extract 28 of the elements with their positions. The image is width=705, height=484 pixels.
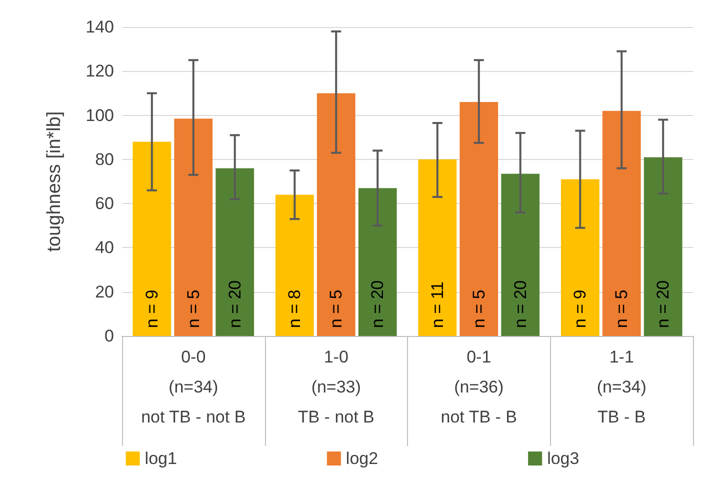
annotation: n = 9 [142, 290, 162, 328]
y-tick-label: 0 [104, 326, 114, 346]
y-axis-title: toughness [in*lb] [44, 111, 65, 252]
x-tick-label: 0-0 (n=34) not TB - not B [141, 348, 246, 426]
annotation: n = 5 [326, 290, 346, 328]
annotation: n = 20 [510, 280, 530, 328]
annotation: n = 5 [612, 290, 632, 328]
annotation: n = 5 [184, 290, 203, 328]
annotation: n = 20 [654, 280, 673, 328]
x-tick-label: 1-1 (n=34) TB - B [596, 348, 646, 426]
legend-label: log3 [547, 449, 580, 468]
y-tick-label: 100 [86, 106, 114, 125]
x-tick-label: 0-1 (n=36) not TB - B [440, 348, 517, 426]
y-tick-label: 140 [86, 18, 114, 36]
annotation: n = 20 [368, 280, 388, 328]
y-tick-label: 60 [95, 194, 114, 214]
y-tick-label: 40 [95, 238, 114, 258]
x-tick-label: 1-0 (n=33) TB - not B [298, 348, 374, 426]
annotation: n = 9 [570, 290, 590, 328]
annotation: n = 8 [285, 290, 304, 328]
legend-label: log1 [144, 449, 177, 468]
annotation: n = 11 [428, 282, 447, 328]
y-tick-label: 120 [86, 62, 114, 81]
y-tick-label: 20 [95, 282, 114, 302]
annotation: n = 5 [469, 290, 488, 328]
y-tick-label: 80 [95, 150, 114, 169]
annotation: n = 20 [225, 280, 244, 328]
legend-label: log2 [346, 449, 378, 468]
